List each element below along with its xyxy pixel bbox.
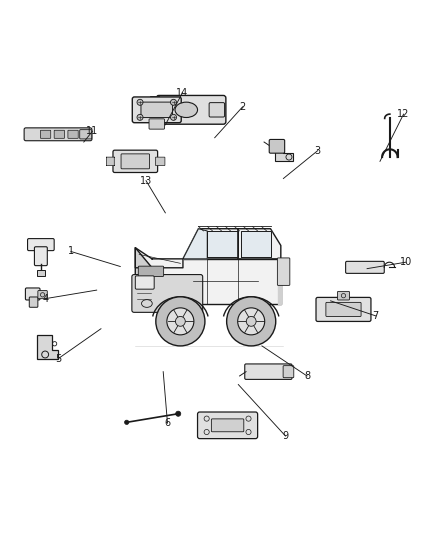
Circle shape xyxy=(156,297,205,346)
FancyBboxPatch shape xyxy=(29,297,38,308)
Text: 2: 2 xyxy=(240,102,246,112)
FancyBboxPatch shape xyxy=(141,102,173,118)
FancyBboxPatch shape xyxy=(150,112,160,120)
Circle shape xyxy=(176,411,181,416)
Polygon shape xyxy=(135,248,183,268)
Circle shape xyxy=(137,115,143,120)
Circle shape xyxy=(246,317,256,326)
FancyBboxPatch shape xyxy=(316,297,371,321)
FancyBboxPatch shape xyxy=(135,276,154,289)
Text: 8: 8 xyxy=(304,371,310,381)
FancyBboxPatch shape xyxy=(40,130,51,138)
Circle shape xyxy=(238,308,265,335)
Polygon shape xyxy=(207,231,238,256)
FancyBboxPatch shape xyxy=(24,128,92,141)
Polygon shape xyxy=(152,259,281,303)
FancyBboxPatch shape xyxy=(337,292,350,300)
FancyBboxPatch shape xyxy=(150,96,160,104)
Text: 14: 14 xyxy=(177,87,189,98)
Polygon shape xyxy=(135,248,152,303)
Polygon shape xyxy=(275,141,293,161)
Text: 9: 9 xyxy=(283,431,289,441)
FancyBboxPatch shape xyxy=(149,119,165,129)
FancyBboxPatch shape xyxy=(212,419,244,432)
FancyBboxPatch shape xyxy=(35,247,47,265)
FancyBboxPatch shape xyxy=(132,97,181,123)
FancyBboxPatch shape xyxy=(138,266,164,277)
FancyBboxPatch shape xyxy=(38,290,47,298)
Text: 12: 12 xyxy=(397,109,410,119)
FancyBboxPatch shape xyxy=(156,95,226,124)
FancyBboxPatch shape xyxy=(245,364,292,379)
Text: 10: 10 xyxy=(399,257,412,267)
Text: 11: 11 xyxy=(86,126,99,136)
FancyBboxPatch shape xyxy=(132,274,203,312)
FancyBboxPatch shape xyxy=(25,288,40,300)
Text: 5: 5 xyxy=(55,354,61,364)
Circle shape xyxy=(170,99,177,106)
Polygon shape xyxy=(278,259,281,303)
Circle shape xyxy=(167,308,194,335)
Text: 3: 3 xyxy=(314,146,321,156)
Polygon shape xyxy=(36,335,58,359)
FancyBboxPatch shape xyxy=(113,150,158,173)
Text: 13: 13 xyxy=(140,176,152,185)
Circle shape xyxy=(137,99,143,106)
Ellipse shape xyxy=(175,102,198,117)
Circle shape xyxy=(170,115,177,120)
Circle shape xyxy=(226,297,276,346)
FancyBboxPatch shape xyxy=(80,130,92,139)
Bar xyxy=(37,270,45,277)
FancyBboxPatch shape xyxy=(68,130,78,138)
Polygon shape xyxy=(241,231,271,256)
FancyBboxPatch shape xyxy=(277,258,290,285)
Text: 6: 6 xyxy=(164,418,170,428)
Circle shape xyxy=(124,420,129,424)
Text: 1: 1 xyxy=(68,246,74,256)
FancyBboxPatch shape xyxy=(326,302,361,317)
Polygon shape xyxy=(183,229,281,259)
FancyBboxPatch shape xyxy=(54,130,64,138)
FancyBboxPatch shape xyxy=(346,261,384,273)
Text: 7: 7 xyxy=(373,311,379,321)
FancyBboxPatch shape xyxy=(269,140,285,153)
FancyBboxPatch shape xyxy=(155,157,165,166)
Circle shape xyxy=(176,317,185,326)
FancyBboxPatch shape xyxy=(28,239,54,251)
FancyBboxPatch shape xyxy=(106,157,115,166)
FancyBboxPatch shape xyxy=(209,103,225,117)
Text: 4: 4 xyxy=(42,294,48,304)
FancyBboxPatch shape xyxy=(198,412,258,439)
Bar xyxy=(137,277,151,299)
FancyBboxPatch shape xyxy=(283,366,294,378)
Polygon shape xyxy=(183,229,207,259)
FancyBboxPatch shape xyxy=(121,154,149,169)
